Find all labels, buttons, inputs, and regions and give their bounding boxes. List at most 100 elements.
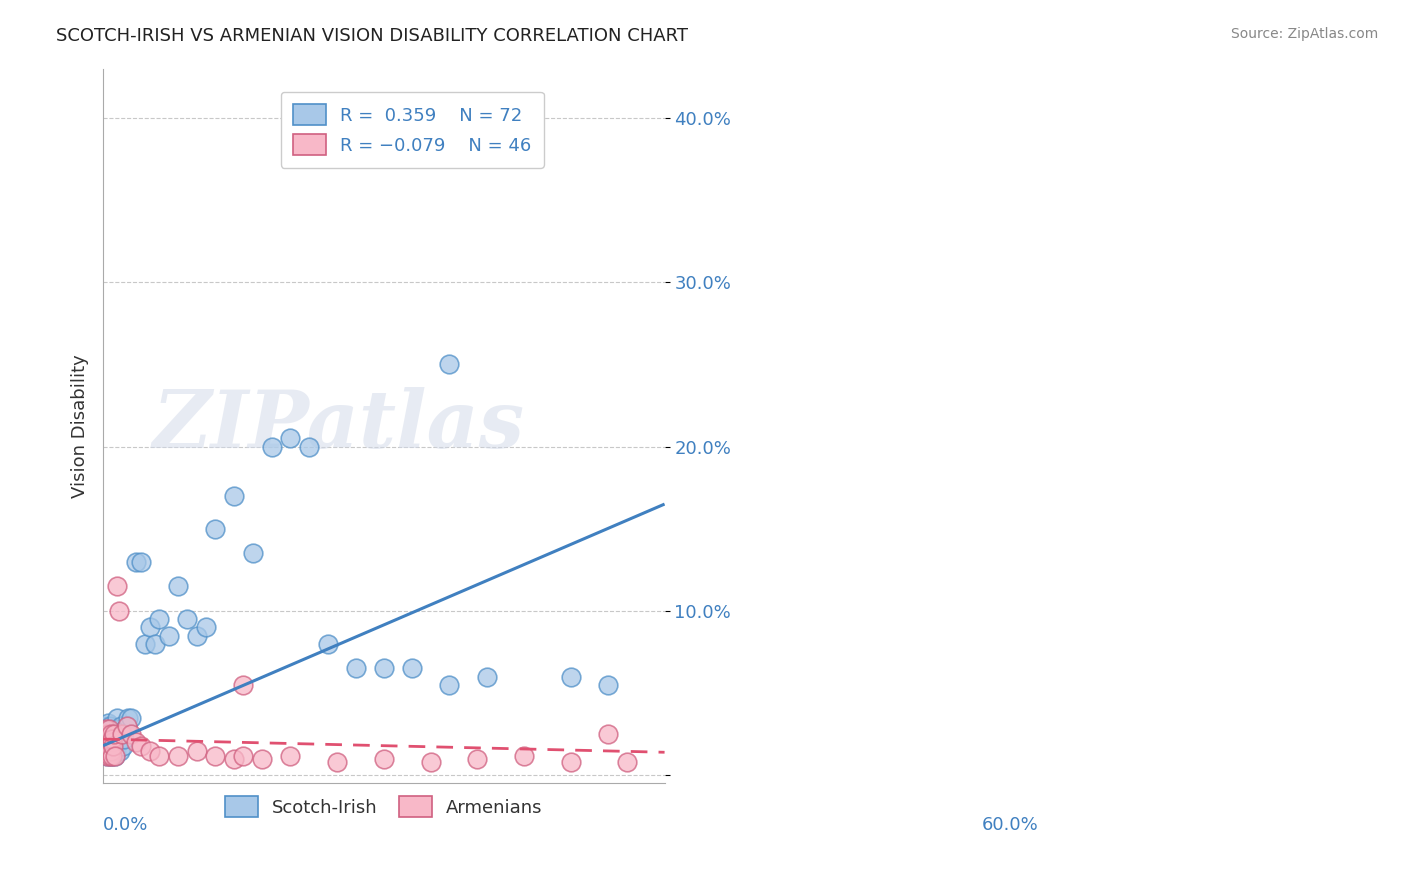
- Point: [232, 748, 254, 763]
- Point: [108, 744, 131, 758]
- Text: Source: ZipAtlas.com: Source: ZipAtlas.com: [1230, 27, 1378, 41]
- Point: [100, 744, 122, 758]
- Point: [373, 752, 395, 766]
- Point: [120, 727, 142, 741]
- Point: [373, 661, 395, 675]
- Point: [94, 744, 117, 758]
- Point: [114, 723, 136, 737]
- Point: [298, 440, 321, 454]
- Point: [278, 431, 301, 445]
- Point: [224, 752, 246, 766]
- Point: [100, 727, 122, 741]
- Point: [101, 732, 124, 747]
- Point: [97, 727, 120, 741]
- Point: [110, 719, 132, 733]
- Point: [97, 744, 120, 758]
- Point: [204, 522, 226, 536]
- Point: [105, 711, 128, 725]
- Point: [103, 739, 125, 753]
- Point: [101, 732, 124, 747]
- Point: [98, 748, 121, 763]
- Point: [242, 546, 264, 560]
- Point: [125, 735, 148, 749]
- Point: [100, 723, 122, 737]
- Point: [103, 727, 125, 741]
- Point: [97, 744, 120, 758]
- Point: [94, 739, 117, 753]
- Point: [112, 732, 135, 747]
- Point: [467, 752, 489, 766]
- Point: [513, 111, 536, 125]
- Text: SCOTCH-IRISH VS ARMENIAN VISION DISABILITY CORRELATION CHART: SCOTCH-IRISH VS ARMENIAN VISION DISABILI…: [56, 27, 689, 45]
- Point: [96, 732, 118, 747]
- Text: 0.0%: 0.0%: [103, 815, 149, 834]
- Point: [108, 732, 131, 747]
- Point: [108, 723, 131, 737]
- Point: [103, 739, 125, 753]
- Y-axis label: Vision Disability: Vision Disability: [72, 354, 89, 498]
- Point: [97, 739, 120, 753]
- Point: [104, 748, 127, 763]
- Point: [115, 719, 138, 733]
- Point: [97, 739, 120, 753]
- Point: [148, 612, 170, 626]
- Point: [120, 711, 142, 725]
- Point: [419, 755, 441, 769]
- Point: [100, 744, 122, 758]
- Point: [105, 579, 128, 593]
- Point: [94, 719, 117, 733]
- Point: [129, 555, 152, 569]
- Point: [111, 727, 134, 741]
- Point: [105, 727, 128, 741]
- Point: [232, 678, 254, 692]
- Point: [98, 735, 121, 749]
- Point: [97, 732, 120, 747]
- Point: [513, 748, 536, 763]
- Point: [100, 732, 122, 747]
- Point: [94, 723, 117, 737]
- Point: [96, 735, 118, 749]
- Point: [560, 755, 582, 769]
- Point: [93, 735, 115, 749]
- Point: [260, 440, 283, 454]
- Point: [94, 739, 117, 753]
- Point: [475, 670, 498, 684]
- Point: [344, 661, 367, 675]
- Text: 60.0%: 60.0%: [983, 815, 1039, 834]
- Point: [326, 755, 349, 769]
- Text: ZIPatlas: ZIPatlas: [153, 387, 524, 465]
- Point: [98, 719, 121, 733]
- Point: [93, 735, 115, 749]
- Point: [186, 744, 208, 758]
- Point: [139, 744, 162, 758]
- Point: [125, 555, 148, 569]
- Point: [616, 755, 638, 769]
- Point: [176, 612, 198, 626]
- Point: [157, 629, 180, 643]
- Point: [167, 748, 190, 763]
- Point: [560, 670, 582, 684]
- Point: [100, 735, 122, 749]
- Point: [108, 604, 131, 618]
- Point: [98, 748, 121, 763]
- Point: [98, 732, 121, 747]
- Point: [94, 727, 117, 741]
- Point: [278, 748, 301, 763]
- Point: [97, 723, 120, 737]
- Point: [94, 744, 117, 758]
- Point: [104, 748, 127, 763]
- Point: [100, 739, 122, 753]
- Point: [97, 727, 120, 741]
- Point: [103, 727, 125, 741]
- Point: [167, 579, 190, 593]
- Point: [195, 620, 218, 634]
- Point: [250, 752, 273, 766]
- Point: [316, 637, 339, 651]
- Point: [101, 748, 124, 763]
- Point: [129, 739, 152, 753]
- Point: [94, 727, 117, 741]
- Point: [96, 748, 118, 763]
- Point: [117, 711, 139, 725]
- Point: [96, 723, 118, 737]
- Point: [401, 661, 423, 675]
